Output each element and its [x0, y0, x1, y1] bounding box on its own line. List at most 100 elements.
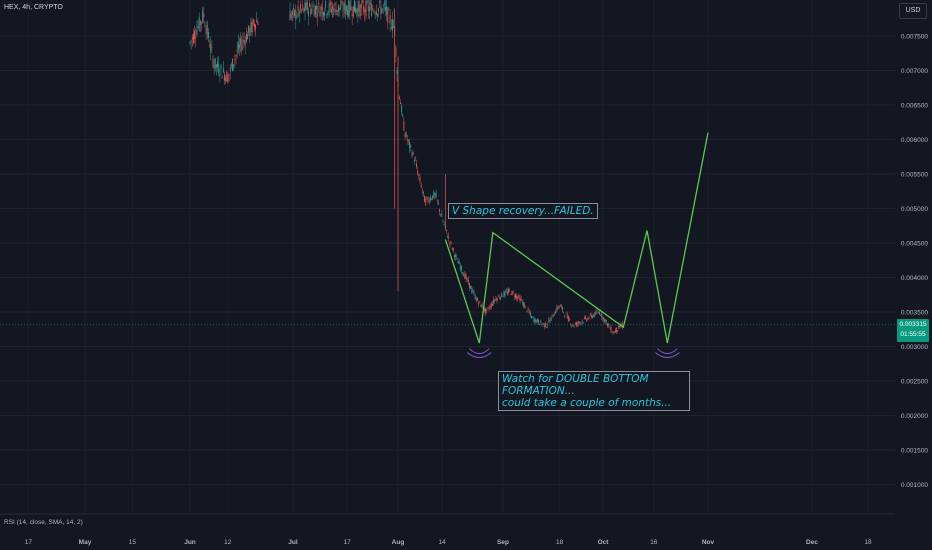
- candle-body: [385, 6, 386, 10]
- candle-body: [539, 323, 541, 325]
- candle-body: [255, 24, 256, 30]
- candle-body: [441, 214, 443, 217]
- candle-body: [420, 184, 422, 188]
- candle-body: [294, 9, 296, 16]
- x-tick-label: Sep: [497, 539, 509, 546]
- candle-body: [377, 13, 378, 16]
- candle-body: [391, 19, 393, 31]
- candle-body: [502, 296, 504, 298]
- candle-body: [567, 316, 569, 322]
- candle-body: [236, 49, 238, 53]
- candle-body: [303, 7, 305, 12]
- candle-body: [496, 297, 498, 301]
- currency-button[interactable]: USD: [899, 3, 927, 19]
- candle-body: [538, 319, 539, 324]
- candle-body: [401, 105, 403, 113]
- candle-body: [449, 241, 451, 245]
- price-axis: 0.001000 0.001500 0.002000 0.002500 0.003000…: [901, 34, 928, 490]
- candle-body: [442, 220, 444, 222]
- candle-body: [293, 7, 294, 9]
- candle-body: [345, 6, 347, 11]
- candle-body: [540, 320, 542, 323]
- x-tick-label: 18: [864, 539, 872, 546]
- x-tick-label: 17: [344, 539, 352, 546]
- candle-body: [256, 20, 258, 22]
- candle-body: [563, 311, 565, 313]
- candle-body: [436, 199, 438, 201]
- candle-body: [229, 67, 231, 72]
- candle-body: [515, 294, 516, 299]
- candle-body: [428, 200, 430, 203]
- candle-body: [565, 313, 567, 314]
- candle-body: [594, 312, 596, 317]
- candle-body: [371, 3, 373, 16]
- candle-body: [531, 315, 532, 319]
- candle-body: [232, 58, 233, 71]
- price-tag-value: 0.003315: [899, 321, 927, 328]
- candle-body: [535, 320, 537, 323]
- rsi-indicator-label[interactable]: RSI (14, close, SMA, 14, 2): [4, 519, 83, 526]
- candle-body: [448, 236, 450, 239]
- candle-body: [311, 8, 313, 13]
- candle-body: [462, 272, 463, 274]
- candle-body: [356, 8, 358, 13]
- x-tick-label: Nov: [702, 539, 715, 546]
- candle-body: [309, 3, 311, 7]
- candle-body: [412, 152, 414, 155]
- annotation-line-2: could take a couple of months...: [502, 397, 672, 409]
- annotation-line-1: Watch for DOUBLE BOTTOM FORMATION...: [502, 373, 649, 397]
- candle-body: [202, 11, 204, 22]
- candle-body: [206, 24, 208, 35]
- annotation-double-bottom[interactable]: Watch for DOUBLE BOTTOM FORMATION... cou…: [498, 371, 690, 411]
- candle-body: [575, 322, 577, 326]
- candle-body: [197, 25, 199, 28]
- candle-body: [452, 248, 454, 251]
- candle-body: [586, 319, 588, 321]
- candle-body: [358, 1, 360, 12]
- candle-body: [383, 2, 385, 5]
- candle-body: [475, 298, 477, 301]
- candle-body: [509, 289, 511, 291]
- candle-body: [244, 40, 246, 46]
- candle-body: [525, 306, 527, 307]
- candle-body: [198, 16, 200, 30]
- candle-body: [297, 5, 299, 11]
- candle-body: [189, 41, 191, 44]
- candle-body: [464, 273, 466, 279]
- candle-body: [516, 295, 518, 298]
- candle-body: [230, 64, 232, 66]
- candle-body: [301, 9, 302, 11]
- annotation-v-shape[interactable]: V Shape recovery...FAILED.: [448, 203, 598, 219]
- candle-body: [195, 36, 197, 39]
- y-tick-label: 0.006500: [901, 103, 928, 110]
- candle-body: [322, 12, 324, 17]
- candle-body: [437, 203, 439, 205]
- bottom-arc: [468, 348, 490, 355]
- candle-body: [306, 2, 308, 11]
- candle-body: [247, 34, 248, 40]
- y-tick-label: 0.004500: [901, 241, 928, 248]
- candle-body: [566, 314, 568, 318]
- candle-body: [245, 34, 247, 42]
- candle-body: [555, 310, 557, 314]
- candle-body: [550, 317, 552, 321]
- y-tick-label: 0.002500: [901, 379, 928, 386]
- y-tick-label: 0.006000: [901, 137, 928, 144]
- candle-body: [547, 324, 549, 326]
- candle-body: [250, 22, 252, 33]
- candle-body: [337, 4, 339, 12]
- y-tick-label: 0.007000: [901, 68, 928, 75]
- candle-body: [327, 11, 329, 15]
- candle-body: [517, 296, 519, 300]
- candle-body: [569, 319, 570, 321]
- candle-body: [408, 140, 409, 141]
- candle-body: [367, 5, 369, 11]
- candle-body: [222, 68, 224, 73]
- candle-body: [483, 308, 485, 311]
- candle-body: [248, 25, 250, 33]
- candle-body: [512, 292, 514, 293]
- candle-body: [411, 153, 413, 157]
- candle-body: [379, 0, 381, 3]
- candle-body: [595, 311, 597, 315]
